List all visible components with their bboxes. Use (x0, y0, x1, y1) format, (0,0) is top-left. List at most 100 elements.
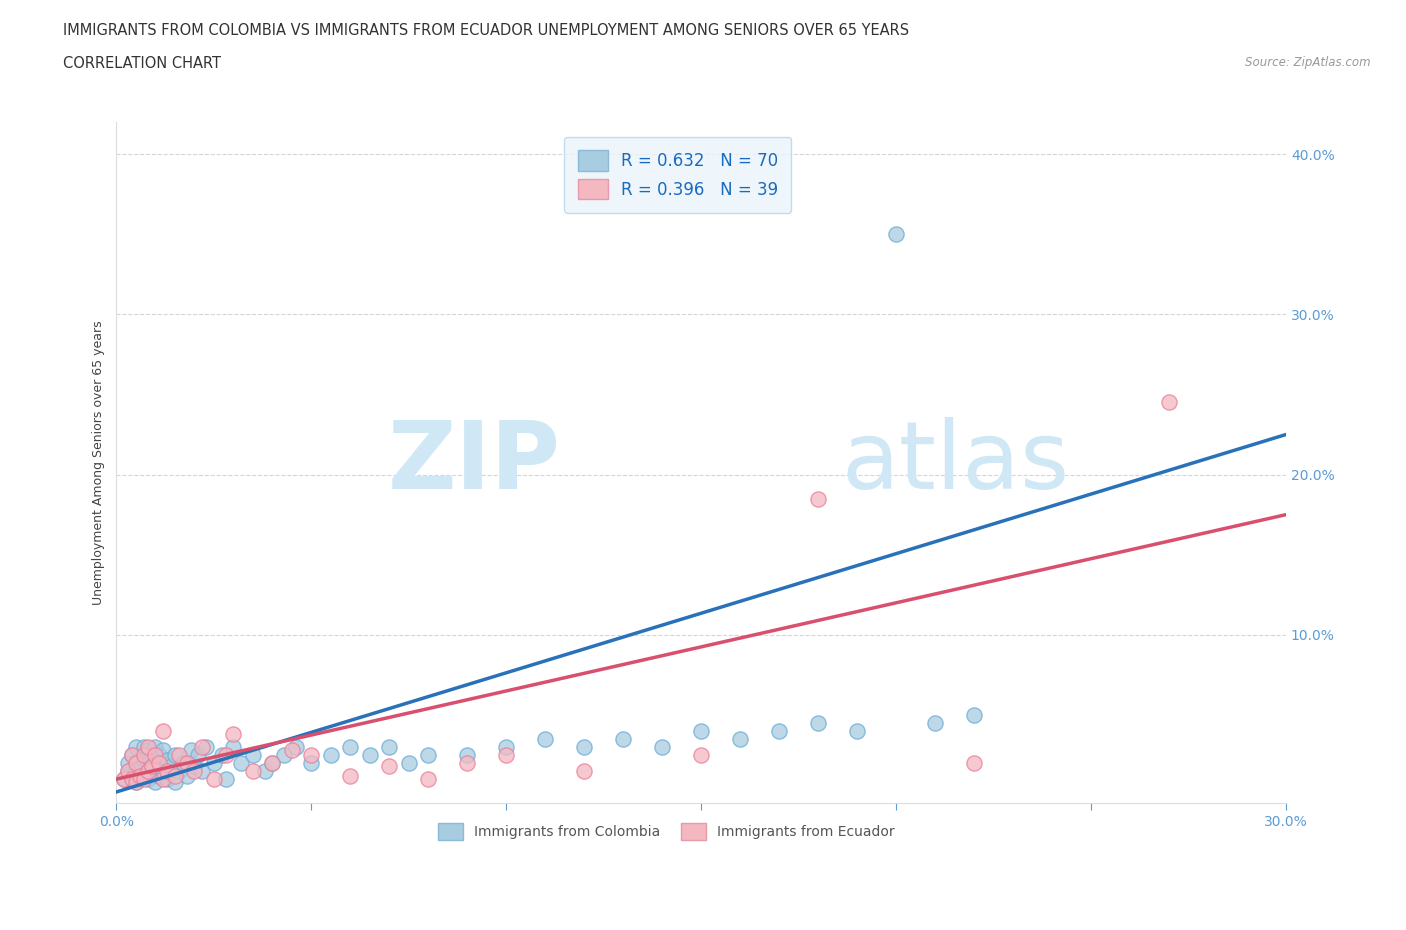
Point (136, 739, 159, 754)
Legend: Immigrants from Colombia, Immigrants from Ecuador: Immigrants from Colombia, Immigrants fro… (430, 817, 901, 847)
Point (156, 772, 179, 787)
Point (136, 772, 159, 787)
Point (284, 739, 307, 754)
Text: CORRELATION CHART: CORRELATION CHART (63, 56, 221, 71)
Point (398, 756, 420, 771)
Point (690, 748, 713, 763)
Point (339, 768, 361, 783)
Point (145, 775, 167, 790)
Point (141, 748, 163, 763)
Point (117, 756, 139, 771)
Point (163, 775, 186, 790)
Point (378, 759, 401, 774)
Point (281, 743, 304, 758)
Point (202, 772, 225, 787)
Point (125, 756, 148, 771)
Point (214, 772, 236, 787)
Point (145, 739, 167, 754)
Point (299, 748, 322, 763)
Point (242, 748, 264, 763)
Point (176, 768, 198, 783)
Point (121, 772, 143, 787)
Point (339, 739, 361, 754)
Point (612, 732, 634, 747)
Point (132, 739, 155, 754)
Point (807, 491, 830, 506)
Point (172, 756, 194, 771)
Point (163, 748, 186, 763)
Point (136, 756, 159, 771)
Point (534, 732, 557, 747)
Point (125, 756, 148, 771)
Point (125, 775, 148, 790)
Y-axis label: Unemployment Among Seniors over 65 years: Unemployment Among Seniors over 65 years (93, 320, 105, 604)
Point (180, 743, 202, 758)
Point (148, 748, 170, 763)
Point (148, 768, 170, 783)
Point (152, 772, 174, 787)
Point (1157, 395, 1180, 410)
Point (117, 764, 139, 778)
Point (132, 772, 155, 787)
Point (359, 748, 381, 763)
Point (121, 772, 143, 787)
Point (253, 764, 276, 778)
Point (152, 743, 174, 758)
Point (183, 764, 205, 778)
Point (141, 759, 163, 774)
Point (963, 756, 986, 771)
Point (211, 748, 233, 763)
Point (152, 764, 174, 778)
Point (651, 739, 673, 754)
Text: IMMIGRANTS FROM COLOMBIA VS IMMIGRANTS FROM ECUADOR UNEMPLOYMENT AMONG SENIORS O: IMMIGRANTS FROM COLOMBIA VS IMMIGRANTS F… (63, 23, 910, 38)
Point (136, 743, 159, 758)
Point (183, 759, 205, 774)
Point (176, 756, 198, 771)
Point (128, 772, 150, 787)
Point (378, 739, 401, 754)
Point (141, 764, 163, 778)
Point (112, 772, 135, 787)
Point (231, 756, 253, 771)
Point (690, 724, 713, 738)
Point (884, 227, 907, 242)
Point (202, 756, 225, 771)
Point (262, 756, 284, 771)
Point (152, 724, 174, 738)
Point (807, 715, 830, 730)
Point (156, 752, 179, 767)
Point (121, 748, 143, 763)
Point (145, 748, 167, 763)
Point (136, 764, 159, 778)
Point (125, 775, 148, 790)
Text: Source: ZipAtlas.com: Source: ZipAtlas.com (1246, 56, 1371, 69)
Point (148, 756, 170, 771)
Point (128, 759, 150, 774)
Point (242, 764, 264, 778)
Point (191, 739, 214, 754)
Point (191, 764, 214, 778)
Point (125, 739, 148, 754)
Point (418, 748, 440, 763)
Point (132, 768, 155, 783)
Point (574, 739, 596, 754)
Point (768, 724, 790, 738)
Point (418, 772, 440, 787)
Text: atlas: atlas (842, 417, 1070, 509)
Point (145, 759, 167, 774)
Point (132, 752, 155, 767)
Point (167, 748, 190, 763)
Point (319, 748, 342, 763)
Point (924, 715, 946, 730)
Point (187, 748, 209, 763)
Point (963, 708, 986, 723)
Point (495, 748, 517, 763)
Point (574, 764, 596, 778)
Point (156, 764, 179, 778)
Point (299, 756, 322, 771)
Point (262, 756, 284, 771)
Point (121, 748, 143, 763)
Point (195, 739, 218, 754)
Point (846, 724, 869, 738)
Point (125, 764, 148, 778)
